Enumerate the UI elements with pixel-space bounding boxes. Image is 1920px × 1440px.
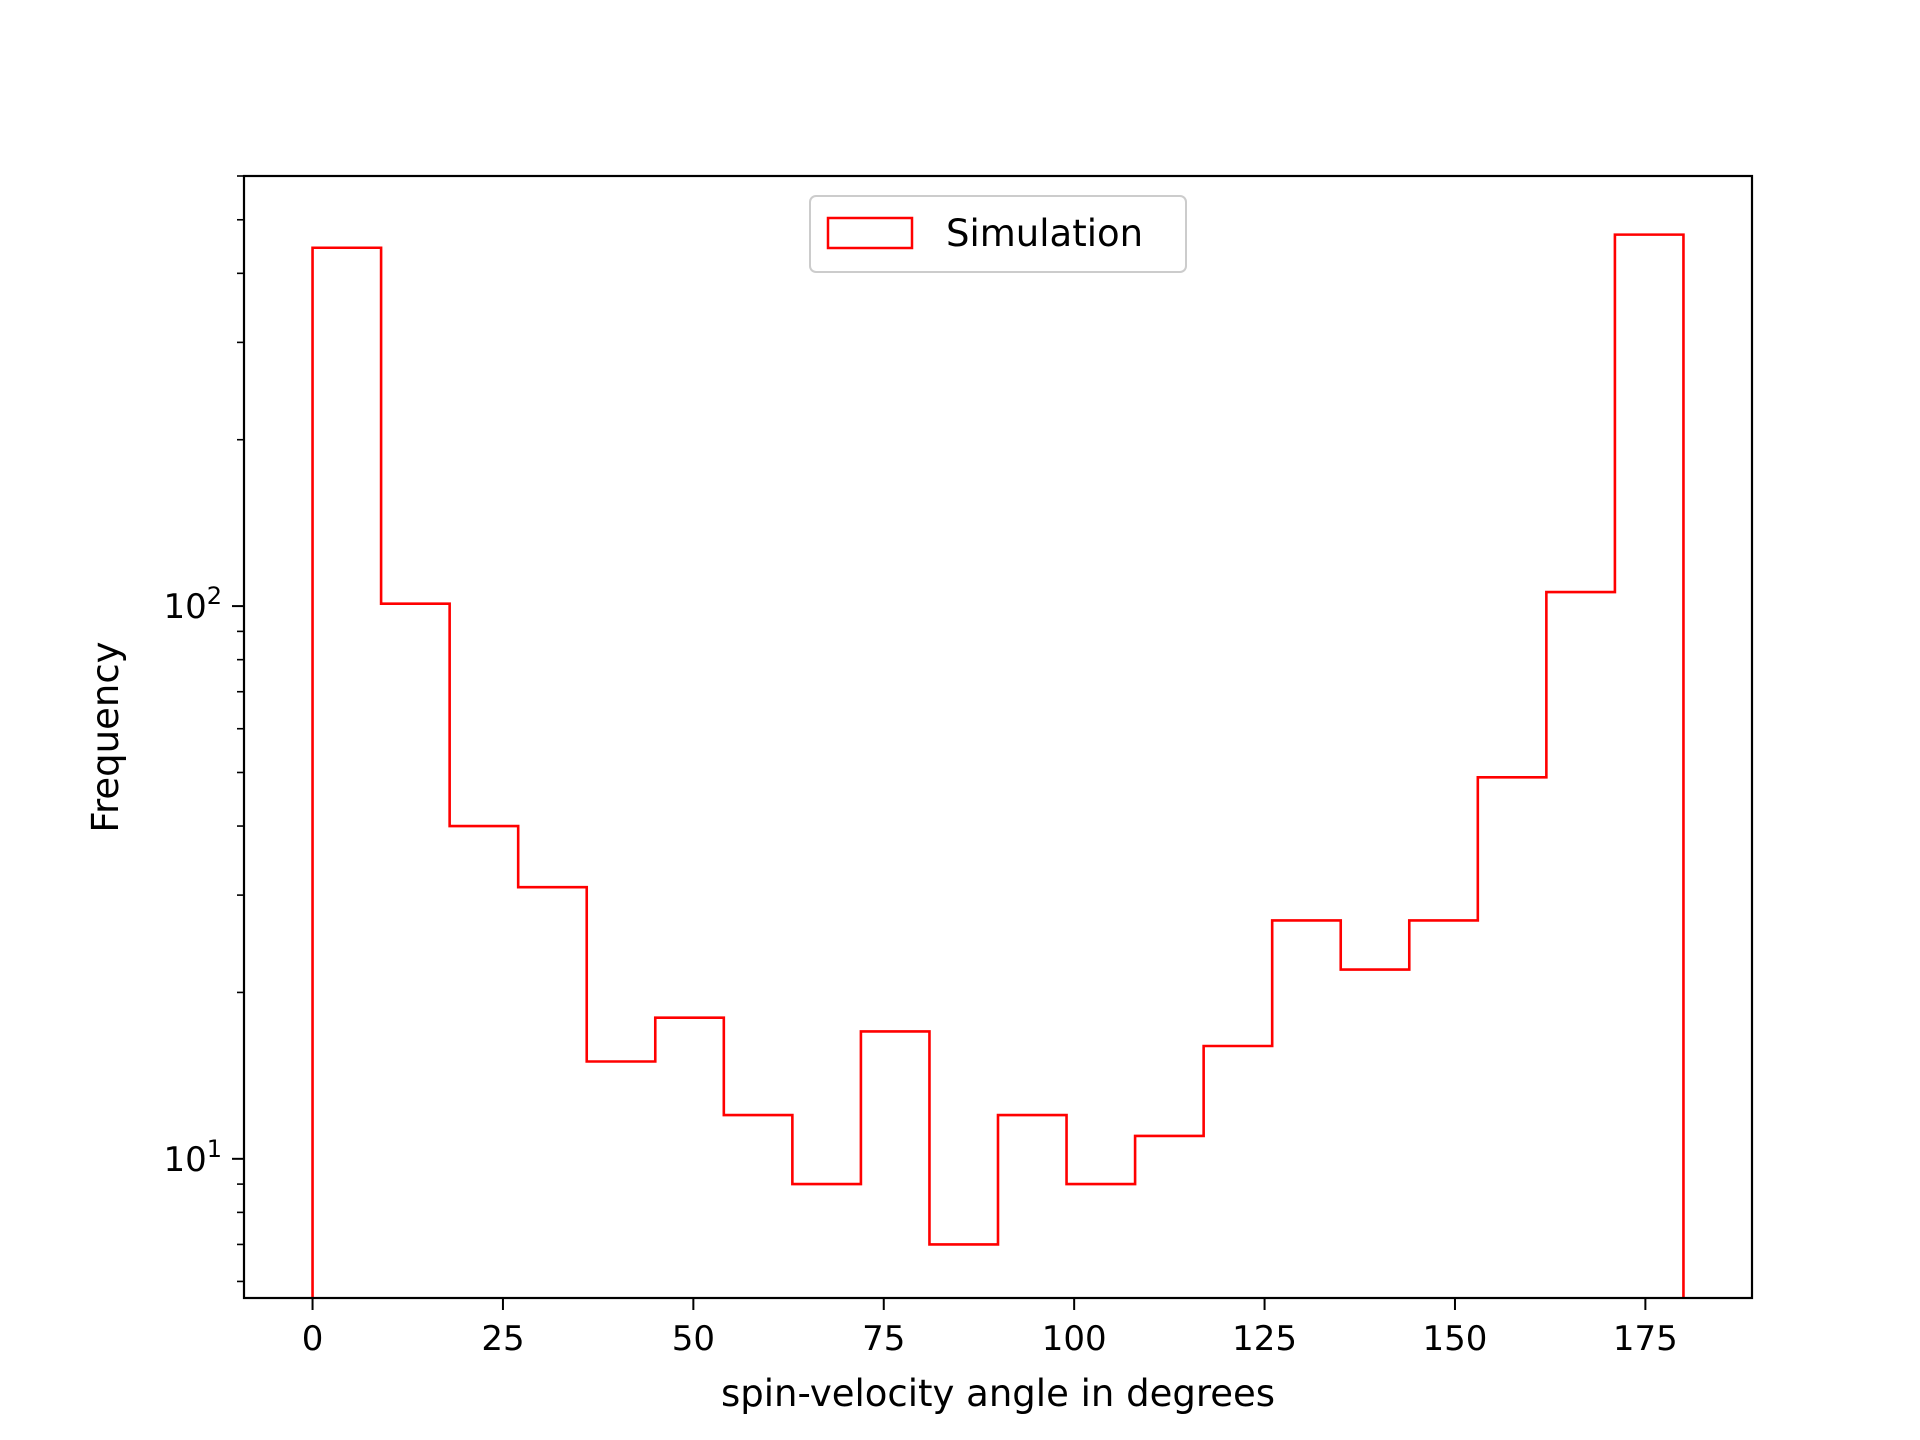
legend-label: Simulation (946, 212, 1143, 255)
plot-area (311, 233, 1685, 1298)
y-tick-label: 102 (163, 582, 222, 627)
histogram-bin (313, 248, 382, 1298)
legend-swatch (826, 216, 914, 250)
y-axis-ticks: 101 102 (163, 175, 244, 1283)
x-tick-label: 125 (1232, 1319, 1297, 1359)
x-tick-label: 25 (481, 1319, 524, 1359)
histogram-bin (1409, 920, 1478, 1298)
histogram-series-0 (311, 233, 1685, 1298)
histogram-bin (1204, 1046, 1273, 1298)
x-tick-label: 150 (1423, 1319, 1488, 1359)
histogram-bin (1478, 777, 1547, 1298)
y-tick-label: 101 (163, 1135, 222, 1180)
histogram-bin (861, 1031, 930, 1298)
axes-frame (242, 174, 1754, 1300)
x-tick-label: 50 (672, 1319, 715, 1359)
x-tick-label: 75 (862, 1319, 905, 1359)
histogram-bin (518, 887, 587, 1298)
histogram-bin (1546, 592, 1615, 1298)
legend-box (809, 195, 1187, 273)
y-axis-label: Frequency (84, 641, 127, 832)
histogram-bin (1135, 1136, 1204, 1298)
histogram-bin (587, 1061, 656, 1298)
histogram-bin (998, 1115, 1067, 1298)
histogram-bin (724, 1115, 793, 1298)
histogram-bin (655, 1018, 724, 1298)
x-axis-ticks: 0 25 50 75 100 125 150 175 (302, 1298, 1678, 1359)
legend: Simulation (809, 195, 1187, 273)
x-axis-label: spin-velocity angle in degrees (721, 1372, 1275, 1415)
histogram-bin (381, 604, 450, 1298)
histogram-bin (929, 1244, 998, 1298)
x-tick-label: 100 (1042, 1319, 1107, 1359)
x-tick-label: 0 (302, 1319, 324, 1359)
histogram-bin (450, 826, 519, 1298)
histogram-bin (1272, 920, 1341, 1298)
histogram-bin (1341, 970, 1410, 1298)
histogram-bin (1067, 1184, 1136, 1298)
x-tick-label: 175 (1613, 1319, 1678, 1359)
histogram-bin (1615, 235, 1684, 1298)
histogram-bin (792, 1184, 861, 1298)
